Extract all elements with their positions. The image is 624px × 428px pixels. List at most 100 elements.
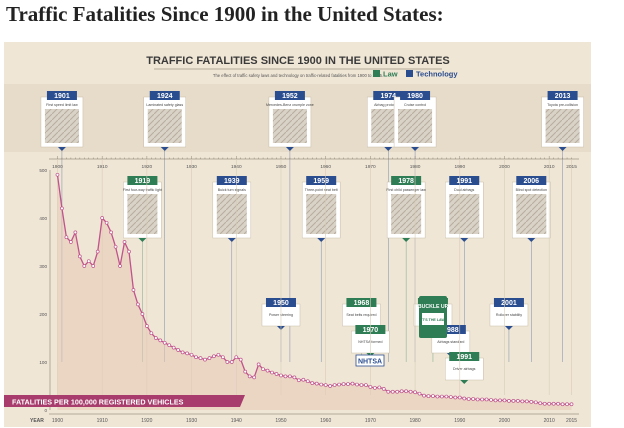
data-point [180, 350, 185, 355]
callout-year-tag [400, 91, 431, 100]
callout-year-tag [46, 91, 77, 100]
data-point [265, 368, 270, 373]
page-title: Traffic Fatalities Since 1900 in the Uni… [6, 2, 444, 26]
data-point [91, 264, 96, 268]
callout-year: 1901 [54, 93, 70, 100]
data-point [377, 385, 382, 390]
callout-caption: Driver airbags [453, 367, 476, 371]
data-point [520, 399, 525, 404]
data-point [60, 206, 64, 211]
callout-pointer [460, 380, 469, 384]
data-point [73, 230, 78, 235]
y-tick-label: 100 [39, 360, 47, 365]
data-point [565, 402, 569, 407]
data-point [547, 401, 552, 406]
data-point [314, 381, 319, 386]
data-point [113, 244, 118, 249]
data-point [489, 398, 493, 402]
x-tick-label-top: 1960 [320, 164, 331, 170]
data-point [274, 372, 279, 376]
data-point [216, 352, 221, 357]
callout-technology-1980: 1980 Cruise control [393, 91, 437, 362]
callout-caption: First child passenger law [386, 188, 426, 192]
data-point [238, 357, 243, 362]
data-point [457, 395, 462, 400]
callout-year-tag [493, 298, 524, 307]
callout-year: 1988 [443, 327, 459, 334]
data-point [355, 382, 359, 387]
buckle-up-sign: BUCKLE UP IT'S THE LAW [418, 296, 449, 338]
data-point [507, 399, 511, 403]
data-point [395, 389, 400, 394]
callout-year: 1924 [157, 93, 173, 100]
data-point [69, 240, 73, 244]
data-point [493, 398, 498, 403]
x-tick-label-top: 1920 [142, 164, 153, 170]
legend-law-label: Law [383, 70, 398, 79]
data-point [453, 395, 458, 400]
data-point [364, 383, 368, 387]
data-point [475, 397, 480, 402]
callout-year: 1968 [354, 300, 370, 307]
data-point [136, 302, 140, 307]
callout-photo [516, 194, 547, 234]
data-point [328, 384, 332, 388]
data-point [55, 172, 60, 177]
data-point [86, 259, 91, 264]
callout-photo [147, 109, 182, 143]
fatality-area [57, 174, 572, 410]
data-point [176, 348, 181, 352]
callout-year: 1980 [407, 93, 423, 100]
data-point [198, 356, 203, 361]
data-point [270, 370, 274, 375]
callout-year-tag [516, 176, 547, 185]
data-point [484, 397, 489, 402]
data-point [440, 394, 444, 399]
data-point [229, 360, 234, 364]
callout-pointer [57, 147, 66, 151]
callout-photo [44, 109, 79, 143]
callout-caption: Airbags standard [437, 340, 464, 344]
data-point [462, 396, 467, 401]
callout-caption: First four-way traffic light [123, 188, 162, 192]
callout-year-tag [149, 91, 180, 100]
data-point [498, 398, 502, 403]
data-point [569, 402, 574, 407]
data-point [337, 382, 341, 387]
data-point [153, 336, 158, 340]
callout-caption: Dual airbags [454, 188, 474, 192]
data-point [194, 355, 198, 360]
callout-technology-2013: 2013 Toyota pre-collision [541, 91, 584, 362]
data-point [511, 399, 516, 403]
y-tick-label: 200 [39, 312, 47, 317]
data-point [386, 389, 391, 394]
y-tick-label: 500 [39, 168, 47, 173]
x-tick-label: 1960 [320, 418, 331, 424]
nhtsa-text: NHTSA [358, 359, 382, 366]
data-point [212, 354, 216, 359]
x-tick-label-top: 1990 [454, 164, 465, 170]
callout-technology-1939: 1939 Buick turn signals [212, 176, 252, 362]
data-point [323, 383, 328, 387]
data-point [283, 374, 288, 379]
callout-technology-1952: 1952 Mercedes-Benz crumple zone [266, 91, 314, 362]
data-point [221, 355, 225, 360]
data-point [350, 381, 355, 386]
x-tick-label: 2010 [544, 418, 555, 424]
callout-year: 1978 [398, 178, 414, 185]
its-the-law-text: IT'S THE LAW [421, 318, 445, 322]
callout-year-tag [216, 176, 247, 185]
callout-pointer [504, 326, 513, 330]
callout-law-1919: 1919 First four-way traffic light [123, 176, 162, 362]
data-point [100, 216, 105, 220]
fatalities-chart: TRAFFIC FATALITIES SINCE 1900 IN THE UNI… [4, 55, 591, 424]
data-point [149, 331, 154, 336]
data-point [140, 312, 145, 316]
data-point [381, 387, 386, 391]
nhtsa-badge: NHTSA [355, 354, 385, 367]
data-point [131, 288, 136, 292]
data-point [189, 352, 194, 357]
callout-caption: Three-point seat belt [305, 188, 338, 192]
x-tick-label: 1950 [275, 418, 286, 424]
callout-year-tag [391, 176, 422, 185]
